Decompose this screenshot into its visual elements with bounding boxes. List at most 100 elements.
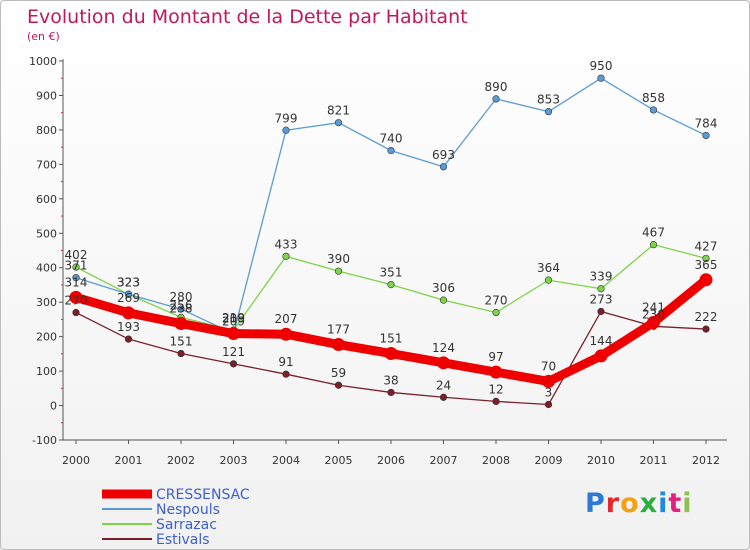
- series-layer: [69, 74, 713, 409]
- data-point: [387, 146, 395, 155]
- data-point: [702, 254, 710, 263]
- data-point: [282, 370, 290, 378]
- data-point: [279, 327, 293, 341]
- data-label: 858: [642, 91, 665, 105]
- data-label: 693: [432, 148, 455, 162]
- data-label: 222: [695, 310, 718, 324]
- x-tick-label: 2000: [62, 454, 90, 467]
- data-point: [387, 281, 395, 289]
- legend-label: Estivals: [156, 532, 210, 548]
- data-point: [492, 95, 500, 103]
- data-point: [229, 360, 238, 368]
- data-point: [439, 393, 448, 401]
- data-point: [177, 349, 185, 358]
- data-point: [594, 349, 608, 363]
- data-label: 740: [380, 132, 403, 146]
- data-label: 402: [65, 248, 88, 262]
- data-label: 339: [590, 270, 613, 284]
- data-point: [544, 400, 553, 409]
- data-label: 177: [327, 323, 350, 337]
- data-point: [334, 267, 343, 275]
- data-label: 273: [590, 292, 613, 306]
- data-point: [647, 316, 660, 330]
- data-label: 124: [432, 341, 455, 355]
- x-tick-label: 2006: [377, 454, 405, 467]
- data-point: [597, 285, 605, 293]
- data-label: 121: [222, 345, 245, 359]
- data-label: 151: [380, 332, 403, 346]
- logo-letter: P: [585, 488, 606, 519]
- data-point: [439, 163, 448, 171]
- data-label: 97: [488, 350, 503, 364]
- logo-letter: i: [658, 488, 669, 519]
- logo-letter: t: [668, 488, 683, 519]
- data-label: 209: [222, 315, 245, 329]
- y-tick-label: 200: [36, 331, 57, 344]
- data-label: 365: [695, 258, 718, 272]
- x-tick-label: 2011: [640, 454, 668, 467]
- data-point: [699, 273, 713, 287]
- x-tick-label: 2004: [272, 454, 300, 467]
- proxiti-logo: Proxiti: [585, 488, 693, 519]
- data-point: [702, 131, 710, 140]
- data-label: 59: [331, 366, 346, 380]
- x-tick-label: 2007: [430, 454, 458, 467]
- data-label: 256: [170, 298, 193, 312]
- data-label: 144: [590, 334, 613, 348]
- data-point: [282, 126, 290, 134]
- data-label: 151: [170, 335, 193, 349]
- logo-letter: r: [605, 488, 621, 519]
- logo-letter: i: [682, 488, 693, 519]
- data-point: [437, 356, 450, 370]
- data-label: 351: [380, 266, 403, 280]
- data-labels-layer: 270 193 151 121 91 59 38 24 12 3 273 230 222 402 323 25…: [65, 59, 718, 399]
- y-tick-label: 700: [36, 158, 57, 171]
- data-label: 364: [537, 261, 560, 275]
- data-point: [334, 381, 343, 389]
- data-point: [72, 263, 80, 271]
- data-label: 799: [275, 111, 298, 125]
- data-label: 207: [275, 312, 298, 326]
- data-point: [439, 296, 448, 304]
- y-tick-label: 400: [36, 262, 57, 275]
- legend-label: Sarrazac: [156, 517, 217, 533]
- y-tick-label: 300: [36, 296, 57, 309]
- y-tick-label: 600: [36, 193, 57, 206]
- data-point: [227, 327, 240, 341]
- data-label: 950: [590, 59, 613, 73]
- chart-title: Evolution du Montant de la Dette par Hab…: [27, 6, 468, 28]
- x-tick-label: 2009: [535, 454, 563, 467]
- data-label: 306: [432, 281, 455, 295]
- data-label: 70: [541, 359, 556, 373]
- data-point: [72, 308, 80, 317]
- data-label: 269: [117, 291, 140, 305]
- x-tick-label: 2005: [325, 454, 353, 467]
- data-point: [124, 290, 133, 298]
- x-tick-label: 2002: [167, 454, 195, 467]
- data-label: 270: [65, 294, 88, 308]
- x-tick-label: 2012: [692, 454, 720, 467]
- legend-label: CRESSENSAC: [156, 487, 250, 503]
- data-label: 91: [278, 355, 293, 369]
- y-tick-label: 1000: [29, 55, 57, 68]
- x-tick-label: 2001: [115, 454, 143, 467]
- chart-subtitle: (en €): [27, 30, 60, 43]
- data-point: [387, 388, 395, 397]
- data-label: 280: [170, 290, 193, 304]
- legend-label: Nespouls: [156, 502, 220, 518]
- data-label: 24: [436, 378, 451, 392]
- data-label: 890: [485, 80, 508, 94]
- data-label: 323: [117, 275, 140, 289]
- data-label: 238: [170, 302, 193, 316]
- chart-axes: 10009008007006005004003002001000-1002000…: [29, 55, 727, 467]
- data-point: [492, 397, 500, 406]
- data-point: [384, 347, 398, 361]
- data-label: 241: [642, 301, 665, 315]
- y-tick-label: 900: [36, 89, 57, 102]
- data-point: [544, 276, 553, 284]
- data-point: [649, 241, 658, 249]
- data-point: [492, 308, 500, 317]
- data-label: 427: [695, 239, 718, 253]
- y-tick-label: 500: [36, 227, 57, 240]
